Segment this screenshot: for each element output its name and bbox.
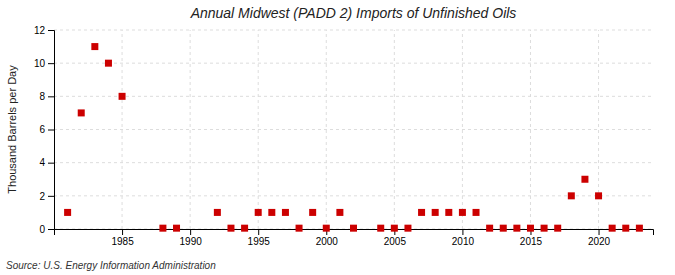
point <box>255 209 262 216</box>
grid-line-y <box>54 195 653 196</box>
point <box>377 225 384 232</box>
y-tick-label: 8 <box>39 91 45 102</box>
y-tick-mark <box>48 229 54 230</box>
y-tick-mark <box>48 130 54 131</box>
x-tick-mark <box>599 229 600 235</box>
point <box>350 225 357 232</box>
y-tick-label: 0 <box>39 224 45 235</box>
point <box>486 225 493 232</box>
grid-line-y <box>54 30 653 31</box>
point <box>105 60 112 67</box>
x-tick-label: 2005 <box>384 236 407 247</box>
x-tick: 2005 <box>384 229 407 247</box>
source-note: Source: U.S. Energy Information Administ… <box>6 260 216 271</box>
point <box>91 43 98 50</box>
point <box>473 209 480 216</box>
point <box>445 209 452 216</box>
point <box>119 93 126 100</box>
points <box>64 43 643 232</box>
point <box>282 209 289 216</box>
grid-line-y <box>54 96 653 97</box>
point <box>500 225 507 232</box>
grid-line-x <box>190 30 191 229</box>
y-axis: 0 2 4 6 8 10 12 <box>34 25 55 235</box>
y-tick-label: 10 <box>34 58 46 69</box>
grid-line-y <box>54 162 653 163</box>
point <box>568 192 575 199</box>
point <box>268 209 275 216</box>
x-tick: 2000 <box>316 229 339 247</box>
grid <box>54 30 653 229</box>
x-tick: 2015 <box>520 229 543 247</box>
point <box>227 225 234 232</box>
y-tick: 6 <box>39 124 54 135</box>
y-tick-mark <box>48 163 54 164</box>
y-tick-label: 12 <box>34 25 46 36</box>
x-tick-mark <box>258 229 259 235</box>
point <box>541 225 548 232</box>
x-tick: 2020 <box>588 229 611 247</box>
y-tick: 4 <box>39 157 54 168</box>
x-tick-label: 1985 <box>111 236 134 247</box>
x-tick-label: 1995 <box>248 236 271 247</box>
y-tick-mark <box>48 30 54 31</box>
y-tick-label: 4 <box>39 157 45 168</box>
x-tick-label: 2020 <box>588 236 611 247</box>
grid-line-y <box>54 63 653 64</box>
point <box>336 209 343 216</box>
x-tick-mark <box>122 229 123 235</box>
y-tick: 2 <box>39 191 54 202</box>
y-axis-line <box>48 31 55 230</box>
point <box>554 225 561 232</box>
x-tick: 1995 <box>248 229 271 247</box>
y-tick-label: 6 <box>39 124 45 135</box>
y-tick: 0 <box>39 224 54 235</box>
y-tick-mark <box>48 196 54 197</box>
point <box>432 209 439 216</box>
y-tick-label: 2 <box>39 191 45 202</box>
point <box>513 225 520 232</box>
point <box>418 209 425 216</box>
x-tick: 1990 <box>180 229 203 247</box>
point <box>214 209 221 216</box>
point <box>609 225 616 232</box>
point <box>622 225 629 232</box>
point <box>323 225 330 232</box>
point <box>391 225 398 232</box>
point <box>64 209 71 216</box>
y-tick: 8 <box>39 91 54 102</box>
grid-line-x <box>394 30 395 229</box>
point <box>159 225 166 232</box>
point <box>459 209 466 216</box>
x-axis: 1985 1990 1995 2000 2005 2010 2015 2020 <box>55 229 654 247</box>
y-tick: 10 <box>34 58 54 69</box>
point <box>241 225 248 232</box>
y-axis-title: Thousand Barrels per Day <box>6 65 18 194</box>
x-tick: 2010 <box>452 229 475 247</box>
point <box>173 225 180 232</box>
x-tick-mark <box>190 229 191 235</box>
chart: 1985 1990 1995 2000 2005 2010 2015 2020 0 2 4 6 8 10 1… <box>0 0 675 275</box>
x-tick-mark <box>462 229 463 235</box>
point <box>404 225 411 232</box>
page: {"chart_data": { "type": "scatter", "tit… <box>0 0 675 275</box>
point <box>527 225 534 232</box>
point <box>309 209 316 216</box>
point <box>296 225 303 232</box>
y-tick-mark <box>48 96 54 97</box>
x-tick-label: 2010 <box>452 236 475 247</box>
point <box>78 109 85 116</box>
title: Annual Midwest (PADD 2) Imports of Unfin… <box>190 5 517 21</box>
x-tick-label: 2015 <box>520 236 543 247</box>
x-tick-label: 1990 <box>180 236 203 247</box>
y-tick: 12 <box>34 25 54 36</box>
x-tick: 1985 <box>111 229 134 247</box>
grid-line-y <box>54 129 653 130</box>
x-tick-label: 2000 <box>316 236 339 247</box>
point <box>581 176 588 183</box>
y-tick-mark <box>48 63 54 64</box>
point <box>636 225 643 232</box>
point <box>595 192 602 199</box>
